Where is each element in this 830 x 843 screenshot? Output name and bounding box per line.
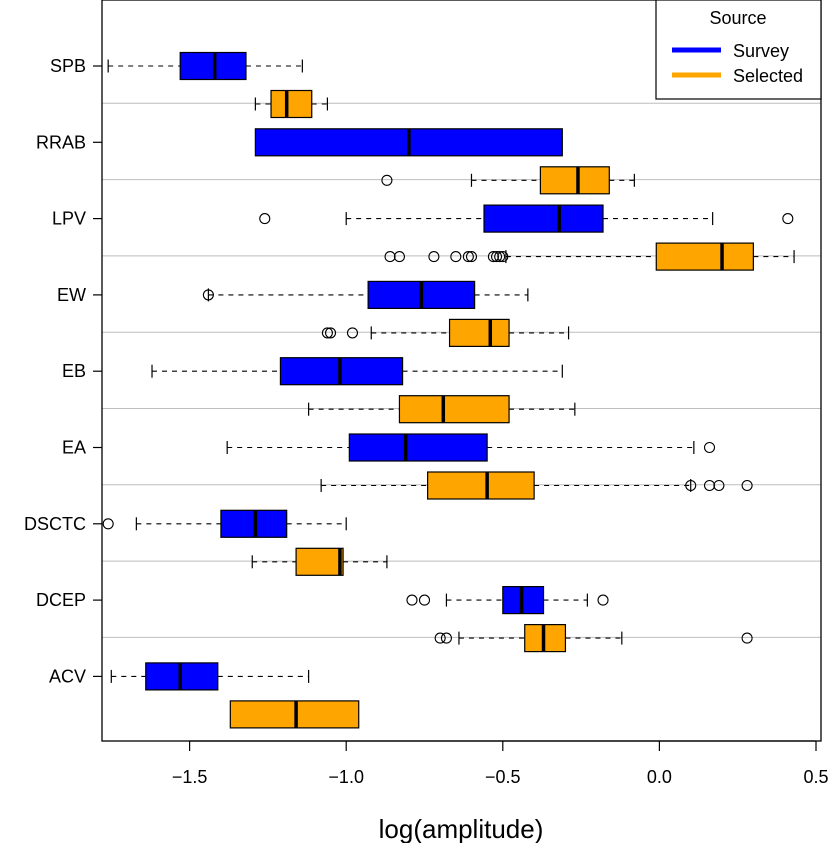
category-label: RRAB <box>36 132 86 152</box>
category-label: DSCTC <box>24 514 86 534</box>
outlier-point <box>324 327 337 339</box>
outlier-point <box>782 213 794 225</box>
outlier-point <box>741 632 753 644</box>
box-survey-rrab <box>254 128 563 157</box>
box-survey-ea <box>226 433 716 462</box>
outlier-point <box>450 251 462 263</box>
outlier-point <box>406 594 418 606</box>
box-survey-spb <box>107 51 303 81</box>
outlier-point <box>703 479 716 492</box>
box-selected-eb <box>308 395 576 424</box>
category-label: EA <box>62 438 86 458</box>
box-survey-lpv <box>259 204 794 233</box>
box-selected-ew <box>321 318 570 347</box>
x-axis-label: log(amplitude) <box>379 814 544 843</box>
group-separators <box>102 102 821 638</box>
legend-title: Source <box>709 8 766 28</box>
outlier-point <box>487 251 499 263</box>
outlier-point <box>713 479 725 492</box>
x-tick-label: −1.0 <box>328 767 364 787</box>
box-selected-acv <box>229 700 360 729</box>
iqr-box <box>483 204 604 233</box>
legend-label-survey: Survey <box>733 41 789 61</box>
box-selected-spb <box>254 89 329 119</box>
box-selected-lpv <box>384 242 795 271</box>
outlier-point <box>346 327 359 339</box>
iqr-box <box>270 89 313 119</box>
iqr-box <box>348 433 488 462</box>
x-tick-label: −0.5 <box>485 767 521 787</box>
outlier-point <box>384 251 396 263</box>
x-tick-label: −1.5 <box>172 767 208 787</box>
iqr-box <box>427 471 535 500</box>
outlier-point <box>462 251 474 263</box>
box-survey-ew <box>202 280 529 309</box>
outlier-point <box>418 594 431 606</box>
outlier-point <box>497 251 509 263</box>
box-survey-acv <box>110 662 310 691</box>
box-survey-eb <box>151 357 563 386</box>
outlier-point <box>490 251 503 263</box>
box-survey-dcep <box>406 585 609 615</box>
box-selected-rrab <box>381 166 635 195</box>
outlier-point <box>494 251 506 263</box>
legend: Source Survey Selected <box>655 0 822 100</box>
y-axis: SPB RRAB LPV EW EB EA DSCTC DCEP ACV <box>24 56 102 686</box>
outlier-point <box>381 174 393 186</box>
outlier-point <box>321 327 333 339</box>
outlier-point <box>428 251 440 263</box>
outlier-point <box>465 251 478 263</box>
outlier-point <box>703 441 716 454</box>
x-tick-label: 0.5 <box>803 767 828 787</box>
outlier-point <box>440 632 452 644</box>
iqr-box <box>295 547 344 576</box>
category-label: LPV <box>52 209 86 229</box>
boxes-layer <box>102 51 795 729</box>
x-tick-label: 0.0 <box>647 767 672 787</box>
box-selected-dcep <box>434 623 753 653</box>
box-selected-ea <box>320 471 753 500</box>
outlier-point <box>434 632 446 644</box>
category-label: DCEP <box>36 590 86 610</box>
outlier-point <box>741 479 753 492</box>
outlier-point <box>597 594 609 606</box>
legend-label-selected: Selected <box>733 66 803 86</box>
category-label: EB <box>62 361 86 381</box>
x-axis: −1.5 −1.0 −0.5 0.0 0.5 <box>172 740 829 787</box>
plot-frame <box>101 0 822 742</box>
outlier-point <box>202 289 214 301</box>
iqr-box <box>655 242 754 271</box>
outlier-point <box>102 518 114 530</box>
box-survey-dsctc <box>102 509 347 538</box>
iqr-box <box>448 318 510 347</box>
outlier-point <box>685 479 697 492</box>
iqr-box <box>539 166 610 195</box>
category-label: ACV <box>49 666 86 686</box>
outlier-point <box>259 213 271 225</box>
category-label: SPB <box>50 56 86 76</box>
outlier-point <box>393 251 405 263</box>
category-label: EW <box>57 285 86 305</box>
box-selected-dsctc <box>251 547 388 576</box>
iqr-box <box>398 395 510 424</box>
